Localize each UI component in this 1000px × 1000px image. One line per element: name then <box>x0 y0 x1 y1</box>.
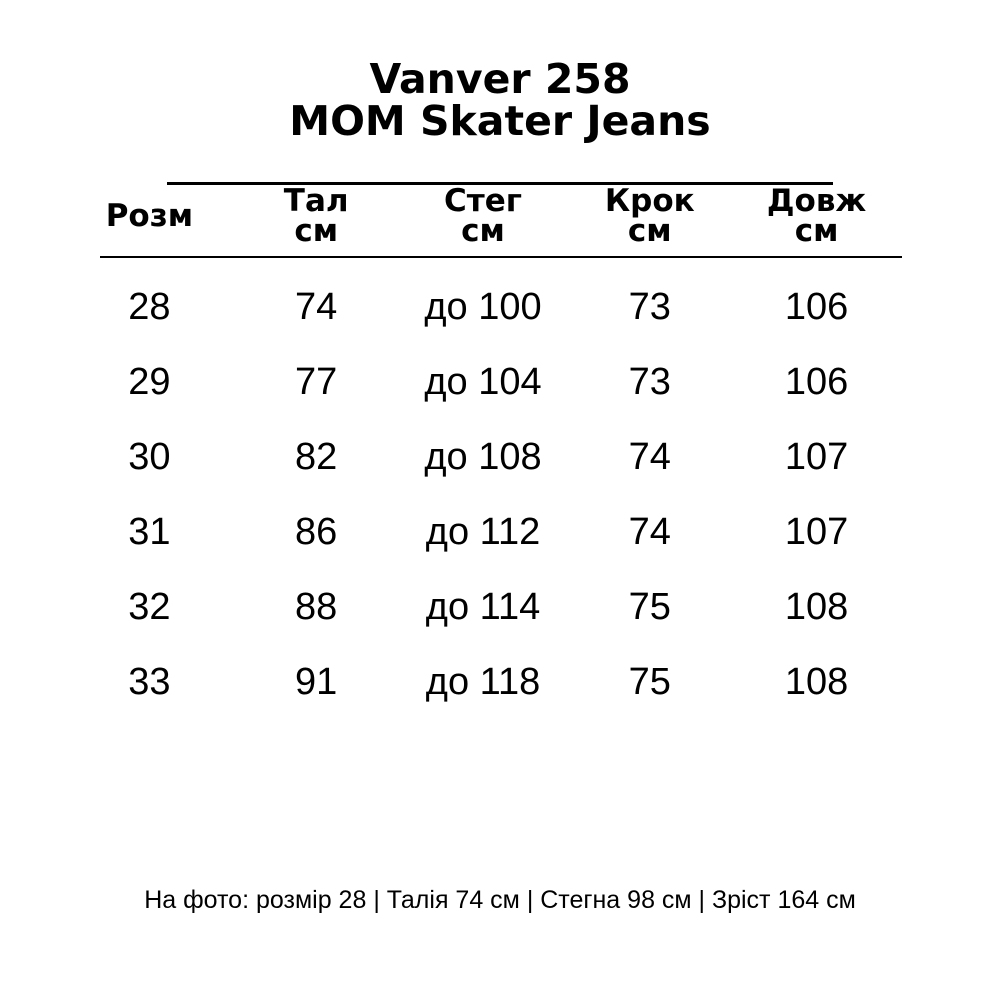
table-row: 32 88 до 114 75 108 <box>66 570 900 645</box>
header-separator-rule <box>100 256 902 258</box>
table-cell: 107 <box>784 436 849 478</box>
table-cell: 88 <box>295 586 338 628</box>
table-cell: 73 <box>628 286 671 328</box>
table-cell: 73 <box>628 361 671 403</box>
table-cell: до 108 <box>424 436 542 478</box>
column-label: Стег <box>444 183 522 219</box>
table-cell: до 104 <box>424 361 542 403</box>
table-cell: 91 <box>295 661 338 703</box>
table-row: 30 82 до 108 74 107 <box>66 420 900 495</box>
column-label: Довж <box>766 183 867 219</box>
table-cell: 74 <box>295 286 338 328</box>
column-unit: см <box>794 213 839 249</box>
table-cell: 33 <box>128 661 171 703</box>
column-header-waist: Тал см <box>233 186 400 248</box>
table-cell: до 112 <box>425 511 541 553</box>
table-cell: 32 <box>128 586 171 628</box>
column-label: Тал <box>283 183 349 219</box>
size-table-body: 28 74 до 100 73 106 29 77 до 104 73 106 … <box>66 270 900 720</box>
table-cell: 75 <box>628 661 671 703</box>
column-unit: см <box>294 213 339 249</box>
table-cell: до 100 <box>424 286 542 328</box>
table-cell: 31 <box>128 511 171 553</box>
table-cell: 106 <box>784 361 849 403</box>
table-cell: 107 <box>784 511 849 553</box>
column-header-length: Довж см <box>733 186 900 248</box>
table-cell: 108 <box>784 661 849 703</box>
column-label: Крок <box>604 183 695 219</box>
photo-model-note: На фото: розмір 28 | Талія 74 см | Стегн… <box>144 886 856 914</box>
table-cell: 30 <box>128 436 171 478</box>
table-row: 29 77 до 104 73 106 <box>66 345 900 420</box>
table-cell: 29 <box>128 361 171 403</box>
table-cell: 75 <box>628 586 671 628</box>
table-cell: 82 <box>295 436 338 478</box>
table-cell: 28 <box>128 286 171 328</box>
table-top-rule <box>167 182 833 185</box>
table-cell: 77 <box>295 361 338 403</box>
column-header-inseam: Крок см <box>566 186 733 248</box>
table-cell: до 114 <box>425 586 541 628</box>
title-line-brand: Vanver 258 <box>369 55 631 103</box>
table-row: 28 74 до 100 73 106 <box>66 270 900 345</box>
table-cell: 86 <box>295 511 338 553</box>
column-header-size: Розм <box>66 186 233 248</box>
table-cell: 74 <box>628 511 671 553</box>
column-label: Розм <box>105 198 194 234</box>
table-row: 33 91 до 118 75 108 <box>66 645 900 720</box>
table-cell: 108 <box>784 586 849 628</box>
page-title: Vanver 258 MOM Skater Jeans <box>0 58 1000 142</box>
column-header-hip: Стег см <box>400 186 567 248</box>
table-cell: 106 <box>784 286 849 328</box>
title-line-model: MOM Skater Jeans <box>289 97 711 145</box>
column-unit: см <box>627 213 672 249</box>
table-header-row: Розм Тал см Стег см Крок см Довж см <box>66 186 900 248</box>
table-row: 31 86 до 112 74 107 <box>66 495 900 570</box>
table-cell: до 118 <box>425 661 541 703</box>
table-cell: 74 <box>628 436 671 478</box>
column-unit: см <box>461 213 505 249</box>
